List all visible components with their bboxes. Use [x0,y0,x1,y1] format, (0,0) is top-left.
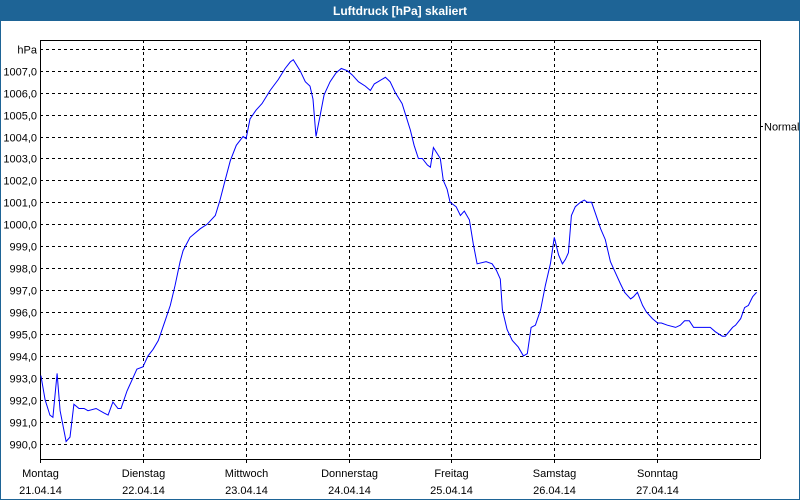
y-tick-label: 996,0 [9,308,37,320]
x-tick-date: 22.04.14 [122,485,165,497]
x-tick-date: 27.04.14 [636,485,679,497]
y-axis-unit: hPa [17,45,37,57]
y-tick-label: 1005,0 [3,111,37,123]
y-tick-label: 1007,0 [3,67,37,79]
x-tick-day: Mittwoch [225,468,268,480]
x-tick-day: Sonntag [637,468,678,480]
x-tick-day: Freitag [434,468,468,480]
x-tick-date: 24.04.14 [328,485,371,497]
x-tick-date: 26.04.14 [533,485,576,497]
x-tick-day: Donnerstag [321,468,378,480]
x-tick-day: Samstag [533,468,576,480]
x-tick-day: Dienstag [122,468,165,480]
y-tick-label: 1004,0 [3,133,37,145]
y-tick-label: 995,0 [9,330,37,342]
x-tick-date: 21.04.14 [19,485,62,497]
y-tick-label: 1006,0 [3,89,37,101]
y-tick-label: 998,0 [9,264,37,276]
y-tick-label: 991,0 [9,418,37,430]
window-title: Luftdruck [hPa] skaliert [1,1,799,21]
y-tick-label: 994,0 [9,352,37,364]
x-tick-date: 25.04.14 [430,485,473,497]
normal-label: Normal [764,122,799,134]
y-tick-label: 997,0 [9,286,37,298]
y-tick-label: 1003,0 [3,154,37,166]
y-tick-label: 1002,0 [3,176,37,188]
pressure-line [40,58,757,443]
x-tick-date: 23.04.14 [225,485,268,497]
y-tick-label: 993,0 [9,374,37,386]
y-tick-label: 999,0 [9,242,37,254]
y-tick-label: 992,0 [9,396,37,408]
y-tick-label: 990,0 [9,440,37,452]
x-tick-day: Montag [22,468,59,480]
y-tick-label: 1000,0 [3,220,37,232]
y-tick-label: 1001,0 [3,198,37,210]
